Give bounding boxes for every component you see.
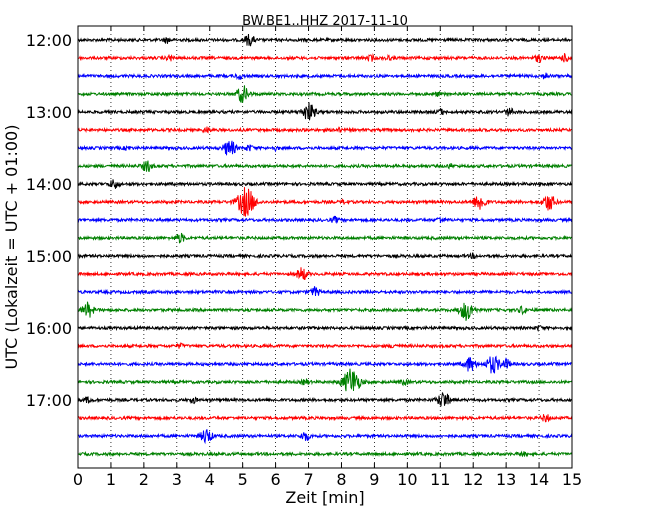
y-axis-ticks: 12:00 13:00 14:00 15:00 16:00 17:00 xyxy=(26,31,572,410)
x-tick-label-3: 3 xyxy=(172,470,182,489)
chart-title: BW.BE1..HHZ 2017-11-10 xyxy=(242,14,408,29)
y-tick-label-13:00: 13:00 xyxy=(26,103,72,122)
x-tick-label-5: 5 xyxy=(238,470,248,489)
x-tick-label-2: 2 xyxy=(139,470,149,489)
trace-16:30 xyxy=(77,355,573,374)
trace-layer xyxy=(77,34,573,458)
trace-12:00 xyxy=(77,34,573,47)
trace-13:15 xyxy=(77,126,573,134)
vertical-grid xyxy=(110,26,540,468)
trace-17:00 xyxy=(77,392,573,407)
x-tick-label-11: 11 xyxy=(430,470,450,489)
y-tick-label-17:00: 17:00 xyxy=(26,391,72,410)
trace-12:30 xyxy=(77,72,573,81)
x-tick-label-7: 7 xyxy=(303,470,313,489)
trace-16:45 xyxy=(77,368,573,392)
trace-16:15 xyxy=(77,342,573,350)
x-tick-label-0: 0 xyxy=(73,470,83,489)
y-tick-label-15:00: 15:00 xyxy=(26,247,72,266)
x-axis-ticks: 0 1 2 3 4 5 6 7 8 9 10 11 12 13 14 15 xyxy=(73,26,582,489)
trace-13:30 xyxy=(77,140,573,156)
trace-16:00 xyxy=(77,324,573,333)
y-tick-label-14:00: 14:00 xyxy=(26,175,72,194)
y-tick-label-16:00: 16:00 xyxy=(26,319,72,338)
x-tick-label-8: 8 xyxy=(336,470,346,489)
trace-17:45 xyxy=(77,450,573,458)
x-tick-label-4: 4 xyxy=(205,470,215,489)
x-axis-label: Zeit [min] xyxy=(285,488,364,507)
trace-17:30 xyxy=(77,429,573,445)
trace-15:15 xyxy=(77,267,573,280)
trace-15:30 xyxy=(77,286,573,296)
plot-frame xyxy=(77,25,573,469)
x-tick-label-12: 12 xyxy=(463,470,483,489)
y-axis-label: UTC (Lokalzeit = UTC + 01:00) xyxy=(2,125,21,370)
trace-14:45 xyxy=(77,232,573,244)
x-tick-label-13: 13 xyxy=(496,470,516,489)
trace-14:00 xyxy=(77,179,573,189)
trace-15:45 xyxy=(77,301,573,321)
trace-13:00 xyxy=(77,102,573,121)
x-tick-label-1: 1 xyxy=(106,470,116,489)
trace-14:30 xyxy=(77,215,573,225)
trace-12:45 xyxy=(77,85,573,103)
y-tick-label-12:00: 12:00 xyxy=(26,31,72,50)
trace-14:15 xyxy=(77,187,573,217)
x-tick-label-15: 15 xyxy=(562,470,582,489)
x-tick-label-9: 9 xyxy=(369,470,379,489)
trace-17:15 xyxy=(77,414,573,423)
x-tick-label-14: 14 xyxy=(529,470,549,489)
trace-13:45 xyxy=(77,160,573,173)
trace-12:15 xyxy=(77,52,573,63)
trace-15:00 xyxy=(77,252,573,260)
x-tick-label-6: 6 xyxy=(271,470,281,489)
x-tick-label-10: 10 xyxy=(397,470,417,489)
